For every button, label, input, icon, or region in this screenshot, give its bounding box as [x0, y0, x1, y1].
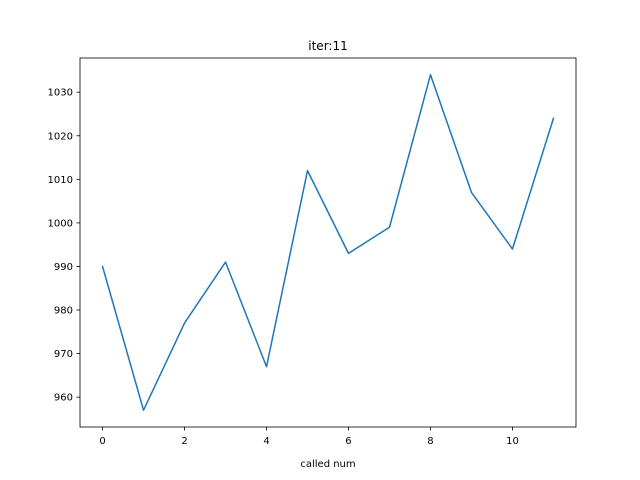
y-tick-label: 1000 [48, 218, 73, 229]
y-axis-ticks: 960 970 980 990 1000 1010 1020 1030 [48, 88, 80, 404]
plot-frame [79, 57, 577, 428]
x-tick-label: 4 [263, 436, 269, 447]
chart-title: iter:11 [308, 39, 347, 53]
x-tick-label: 6 [345, 436, 351, 447]
y-tick-label: 1020 [48, 131, 73, 142]
y-tick-label: 1010 [48, 175, 73, 186]
x-tick-label: 8 [427, 436, 433, 447]
y-tick-label: 990 [54, 262, 73, 273]
x-tick-label: 2 [181, 436, 187, 447]
y-tick-label: 970 [54, 349, 73, 360]
x-tick-label: 10 [506, 436, 519, 447]
x-axis-label: called num [300, 459, 355, 470]
y-tick-label: 1030 [48, 88, 73, 99]
x-axis-ticks: 0 2 4 6 8 10 [99, 427, 519, 447]
y-tick-label: 960 [54, 393, 73, 404]
y-tick-label: 980 [54, 306, 73, 317]
series-layer [101, 74, 555, 411]
series-line [101, 74, 555, 411]
plot-area [80, 58, 576, 427]
x-tick-label: 0 [99, 436, 105, 447]
